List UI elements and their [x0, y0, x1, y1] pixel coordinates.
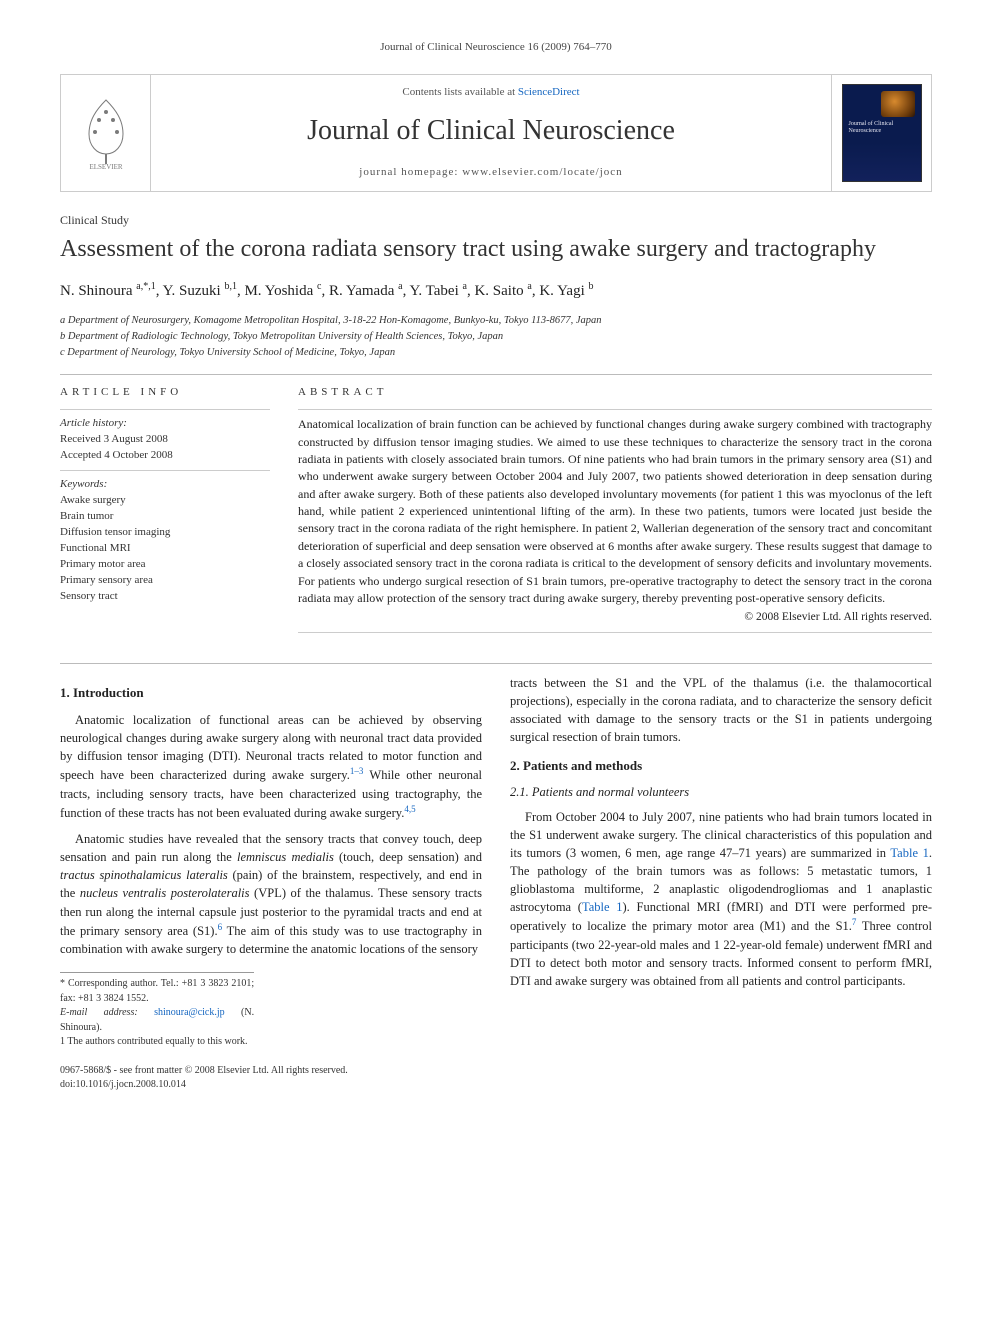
- article-section-label: Clinical Study: [60, 212, 932, 229]
- corresponding-author: * Corresponding author. Tel.: +81 3 3823…: [60, 977, 254, 1006]
- svg-text:ELSEVIER: ELSEVIER: [89, 163, 122, 170]
- keyword: Diffusion tensor imaging: [60, 525, 270, 541]
- table-link[interactable]: Table 1: [582, 900, 623, 914]
- doi-line: doi:10.1016/j.jocn.2008.10.014: [60, 1078, 932, 1093]
- affiliation-b: b Department of Radiologic Technology, T…: [60, 329, 932, 344]
- contents-available-line: Contents lists available at ScienceDirec…: [163, 85, 819, 101]
- contents-prefix: Contents lists available at: [402, 86, 517, 98]
- masthead-center: Contents lists available at ScienceDirec…: [151, 75, 831, 191]
- equal-contrib: 1 The authors contributed equally to thi…: [60, 1035, 254, 1050]
- info-abstract-row: ARTICLE INFO Article history: Received 3…: [60, 385, 932, 639]
- page: Journal of Clinical Neuroscience 16 (200…: [0, 0, 992, 1123]
- keywords-label: Keywords:: [60, 477, 270, 493]
- divider: [60, 374, 932, 375]
- body-two-column: 1. Introduction Anatomic localization of…: [60, 674, 932, 1049]
- article-info-column: ARTICLE INFO Article history: Received 3…: [60, 385, 270, 639]
- affiliation-a: a Department of Neurosurgery, Komagome M…: [60, 313, 932, 328]
- publisher-logo-cell: ELSEVIER: [61, 75, 151, 191]
- methods-paragraph-1: From October 2004 to July 2007, nine pat…: [510, 808, 932, 990]
- issn-line: 0967-5868/$ - see front matter © 2008 El…: [60, 1064, 932, 1079]
- ref-link[interactable]: 1–3: [350, 766, 364, 776]
- history-accepted: Accepted 4 October 2008: [60, 448, 270, 464]
- subsection-heading-patients: 2.1. Patients and normal volunteers: [510, 783, 932, 801]
- intro-paragraph-2: Anatomic studies have revealed that the …: [60, 830, 482, 958]
- journal-cover-thumbnail: Journal of Clinical Neuroscience: [842, 84, 922, 182]
- affiliations: a Department of Neurosurgery, Komagome M…: [60, 313, 932, 361]
- divider: [298, 409, 932, 410]
- divider: [60, 663, 932, 664]
- section-heading-methods: 2. Patients and methods: [510, 757, 932, 776]
- table-link[interactable]: Table 1: [890, 846, 928, 860]
- intro-paragraph-1: Anatomic localization of functional area…: [60, 711, 482, 822]
- keywords-block: Keywords: Awake surgery Brain tumor Diff…: [60, 477, 270, 605]
- email-line: E-mail address: shinoura@cick.jp (N. Shi…: [60, 1006, 254, 1035]
- masthead: ELSEVIER Contents lists available at Sci…: [60, 74, 932, 192]
- cover-caption: Journal of Clinical Neuroscience: [849, 121, 915, 134]
- keyword: Brain tumor: [60, 509, 270, 525]
- email-link[interactable]: shinoura@cick.jp: [154, 1007, 225, 1018]
- intro-paragraph-2-cont: tracts between the S1 and the VPL of the…: [510, 674, 932, 747]
- journal-name: Journal of Clinical Neuroscience: [163, 111, 819, 152]
- article-info-heading: ARTICLE INFO: [60, 385, 270, 401]
- elsevier-tree-icon: ELSEVIER: [71, 90, 141, 176]
- article-title: Assessment of the corona radiata sensory…: [60, 234, 932, 264]
- sciencedirect-link[interactable]: ScienceDirect: [518, 86, 580, 98]
- divider: [60, 409, 270, 410]
- abstract-text: Anatomical localization of brain functio…: [298, 416, 932, 607]
- article-history: Article history: Received 3 August 2008 …: [60, 416, 270, 464]
- keywords-list: Awake surgery Brain tumor Diffusion tens…: [60, 493, 270, 605]
- running-head: Journal of Clinical Neuroscience 16 (200…: [60, 40, 932, 56]
- journal-homepage: journal homepage: www.elsevier.com/locat…: [163, 165, 819, 181]
- keyword: Functional MRI: [60, 541, 270, 557]
- ref-link[interactable]: 4,5: [404, 804, 415, 814]
- page-footer-copyright: 0967-5868/$ - see front matter © 2008 El…: [60, 1064, 932, 1093]
- cover-thumb-cell: Journal of Clinical Neuroscience: [831, 75, 931, 191]
- affiliation-c: c Department of Neurology, Tokyo Univers…: [60, 345, 932, 360]
- abstract-heading: ABSTRACT: [298, 385, 932, 401]
- keyword: Primary motor area: [60, 557, 270, 573]
- keyword: Awake surgery: [60, 493, 270, 509]
- history-label: Article history:: [60, 416, 270, 432]
- abstract-column: ABSTRACT Anatomical localization of brai…: [298, 385, 932, 639]
- divider: [298, 632, 932, 633]
- keyword: Sensory tract: [60, 589, 270, 605]
- history-received: Received 3 August 2008: [60, 432, 270, 448]
- section-heading-intro: 1. Introduction: [60, 684, 482, 703]
- abstract-copyright: © 2008 Elsevier Ltd. All rights reserved…: [298, 609, 932, 626]
- footnotes: * Corresponding author. Tel.: +81 3 3823…: [60, 972, 254, 1050]
- keyword: Primary sensory area: [60, 573, 270, 589]
- author-list: N. Shinoura a,*,1, Y. Suzuki b,1, M. Yos…: [60, 280, 932, 303]
- divider: [60, 470, 270, 471]
